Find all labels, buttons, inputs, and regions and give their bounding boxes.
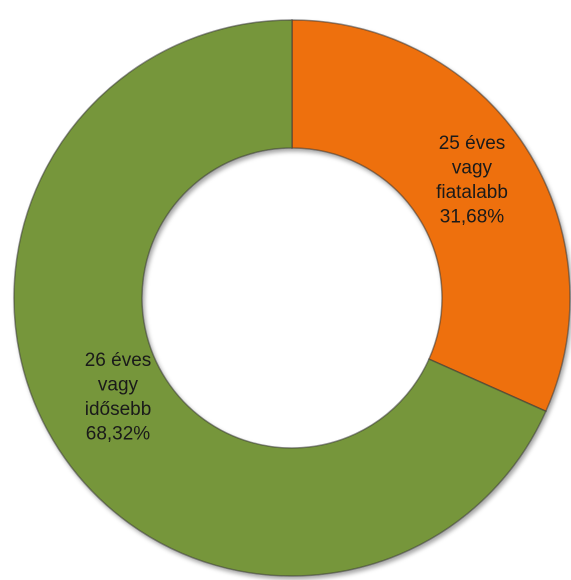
donut-slice-1 xyxy=(291,19,571,413)
slice-label-1-line-1: 25 éves xyxy=(439,133,506,154)
slice-label-2-line-3: idősebb xyxy=(85,399,152,420)
slice-label-1-line-3: fiatalabb xyxy=(436,182,508,203)
slice-label-1: 25 éves vagy fiatalabb 31,68% xyxy=(436,133,508,228)
slice-labels: 25 éves vagy fiatalabb 31,68% 26 éves vagy idő… xyxy=(85,133,508,445)
slice-label-2-line-1: 26 éves xyxy=(85,350,152,371)
slice-label-2: 26 éves vagy idősebb 68,32% xyxy=(85,350,152,445)
slice-label-1-line-2: vagy xyxy=(452,158,493,179)
slice-label-2-line-2: vagy xyxy=(98,375,139,396)
slice-label-1-line-4: 31,68% xyxy=(440,207,505,228)
donut-slices xyxy=(13,19,571,577)
slice-label-2-line-4: 68,32% xyxy=(86,424,151,445)
donut-slice-2 xyxy=(13,19,547,577)
